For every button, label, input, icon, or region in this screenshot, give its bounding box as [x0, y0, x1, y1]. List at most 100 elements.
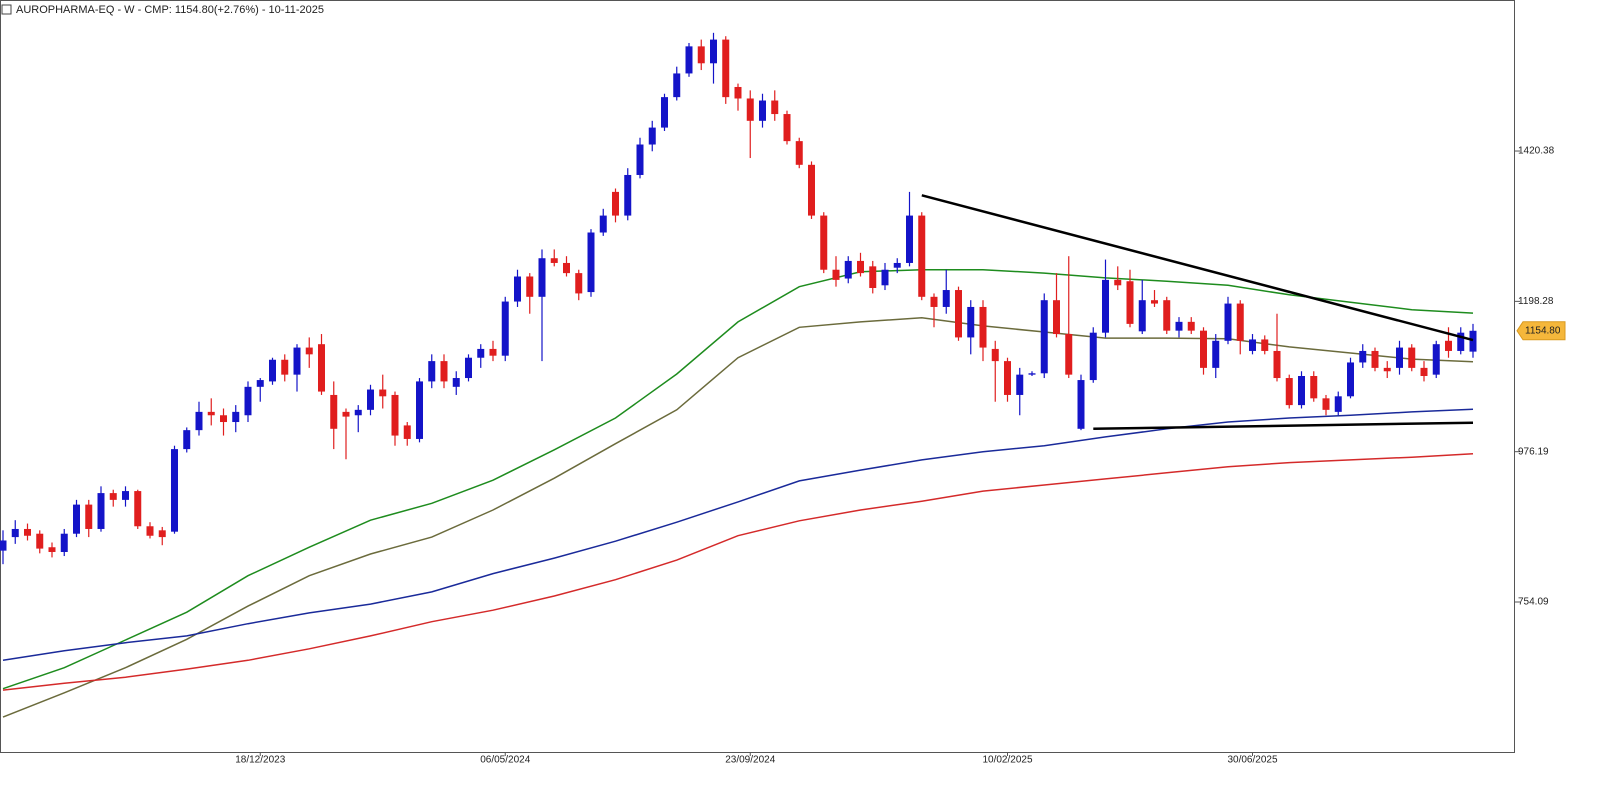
candle-body: [232, 411, 240, 423]
candle-body: [0, 540, 7, 551]
candle-body: [612, 191, 619, 216]
candle-body: [354, 409, 362, 416]
candle-body: [293, 347, 301, 375]
x-tick-label: 06/05/2024: [480, 755, 530, 766]
candle-body: [1310, 376, 1318, 399]
candle-body: [1040, 300, 1048, 374]
y-tick-label: 1198.28: [1518, 296, 1554, 307]
candle-body: [685, 46, 693, 74]
candle-body: [857, 260, 864, 274]
candle-body: [73, 504, 80, 534]
candle-body: [11, 528, 19, 538]
candle-body: [1126, 281, 1134, 324]
candle-body: [85, 504, 93, 529]
candle-body: [1053, 300, 1060, 335]
candle-body: [1236, 303, 1244, 341]
candle-body: [1322, 398, 1330, 410]
candle-body: [122, 491, 129, 500]
last-price-tag: [1516, 321, 1566, 341]
candle-body: [342, 411, 350, 417]
candle-body: [207, 411, 215, 416]
y-tick-label: 976.19: [1518, 446, 1549, 457]
candle-body: [1016, 374, 1024, 395]
candle-body: [1445, 340, 1452, 351]
last-price-label: 1154.80: [1525, 325, 1561, 336]
candle-body: [60, 533, 68, 552]
candle-body: [489, 348, 497, 356]
moving-average: [2, 408, 1474, 662]
candle-body: [477, 348, 485, 358]
trendline: [921, 194, 1474, 342]
candle-body: [281, 359, 289, 375]
candle-body: [1077, 380, 1085, 429]
candle-body: [624, 174, 632, 216]
candle-body: [1347, 362, 1354, 397]
candle-body: [918, 215, 926, 297]
candle-body: [942, 290, 950, 307]
candle-body: [391, 394, 399, 436]
candle-body: [1359, 350, 1367, 363]
y-tick-label: 754.09: [1518, 597, 1549, 608]
moving-average: [2, 453, 1474, 691]
candle-body: [305, 347, 313, 355]
candle-body: [158, 530, 166, 538]
candle-body: [452, 378, 460, 387]
candle-body: [1334, 396, 1342, 412]
candle-body: [1371, 350, 1379, 368]
candle-body: [134, 491, 142, 527]
candle-body: [97, 493, 105, 529]
candle-body: [1175, 321, 1183, 331]
candle-body: [403, 425, 411, 439]
candle-body: [550, 258, 558, 263]
candle-body: [869, 266, 877, 289]
candle-body: [48, 547, 56, 552]
title-icon: [1, 4, 12, 15]
candle-body: [599, 215, 607, 233]
candle-body: [661, 97, 668, 128]
candle-body: [1065, 334, 1073, 375]
candle-body: [893, 262, 901, 268]
candle-body: [820, 215, 828, 270]
candle-body: [930, 296, 938, 307]
candle-body: [722, 39, 730, 98]
candle-body: [979, 306, 987, 348]
moving-average: [2, 268, 1474, 690]
candle-body: [1261, 339, 1269, 351]
candle-body: [318, 344, 325, 392]
candle-body: [697, 46, 705, 64]
candle-body: [1432, 344, 1440, 375]
candle-body: [1114, 279, 1122, 286]
candle-body: [1298, 376, 1305, 406]
candle-body: [1187, 321, 1195, 331]
candle-body: [1408, 347, 1416, 368]
candle-body: [1273, 350, 1281, 379]
candle-body: [1102, 279, 1109, 333]
candle-body: [379, 389, 387, 397]
candle-body: [734, 86, 742, 99]
candle-body: [330, 394, 338, 429]
candle-body: [1420, 367, 1428, 376]
candle-body: [269, 359, 276, 382]
x-tick-label: 10/02/2025: [982, 755, 1032, 766]
candle-body: [526, 276, 534, 297]
candle-body: [244, 386, 252, 416]
candle-body: [1457, 332, 1465, 351]
candle-body: [783, 114, 791, 142]
candle-body: [1285, 378, 1293, 406]
candle-body: [808, 164, 815, 216]
candle-body: [844, 260, 852, 279]
candle-body: [256, 380, 264, 387]
x-tick-label: 30/06/2025: [1227, 755, 1277, 766]
candle-body: [710, 39, 717, 64]
candle-body: [109, 493, 117, 500]
chart-title: AUROPHARMA-EQ - W - CMP: 1154.80(+2.76%)…: [16, 4, 324, 16]
candle-body: [146, 526, 154, 536]
candle-body: [563, 262, 570, 274]
candle-body: [465, 357, 472, 379]
plot-frame: [0, 0, 1515, 753]
candle-body: [587, 232, 595, 293]
candle-body: [1249, 339, 1256, 351]
candle-body: [746, 98, 754, 121]
candle-body: [1151, 300, 1158, 304]
